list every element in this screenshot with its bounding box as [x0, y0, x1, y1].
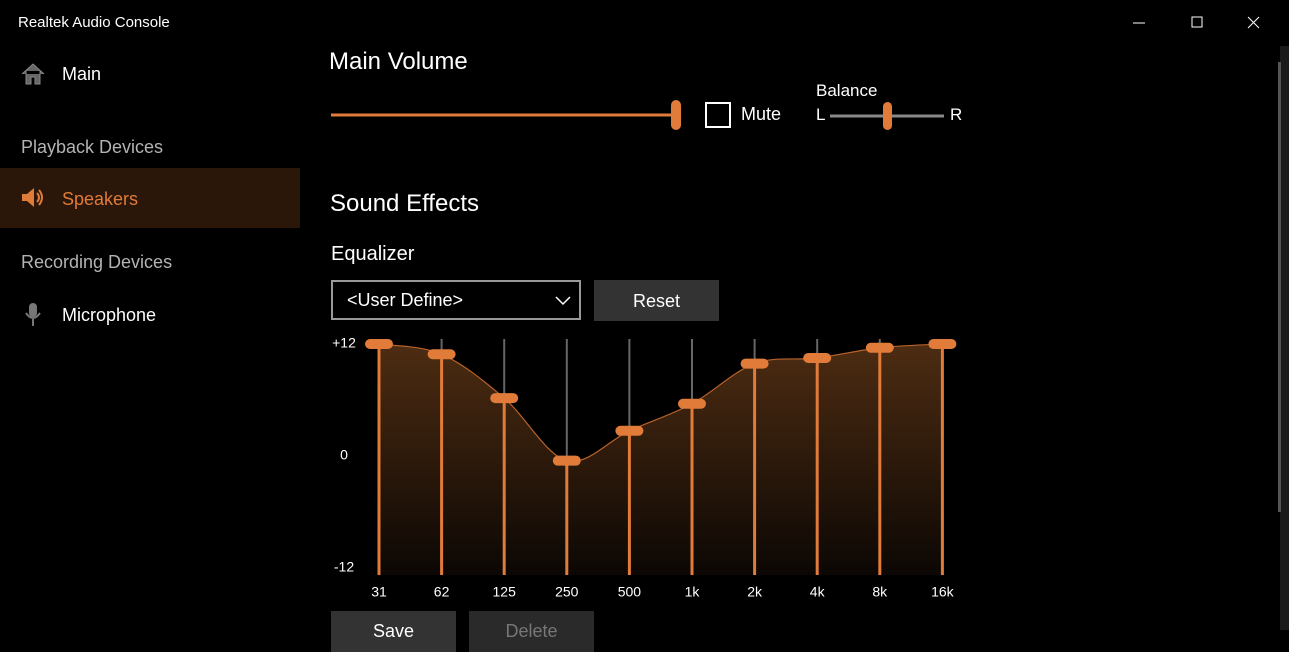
band-thumb[interactable] [427, 349, 456, 360]
volume-slider[interactable] [325, 95, 695, 135]
scrollbar-area [1280, 46, 1289, 630]
band-thumb[interactable] [490, 393, 519, 404]
window-title: Realtek Audio Console [18, 14, 170, 31]
band-label: 31 [371, 584, 387, 600]
mic-icon [25, 303, 41, 326]
band-thumb[interactable] [615, 425, 644, 436]
y-tick-label: -12 [334, 559, 354, 575]
section-title: Main Volume [329, 48, 468, 75]
equalizer-label: Equalizer [331, 243, 415, 265]
delete-button[interactable]: Delete [469, 611, 594, 652]
balance-label: Balance [816, 81, 878, 100]
band-label: 2k [747, 584, 763, 600]
mute-label: Mute [741, 104, 782, 124]
scrollbar[interactable] [1278, 62, 1281, 512]
nav-microphone[interactable]: Microphone [0, 284, 300, 344]
equalizer-chart: +12 0 -12 31 62 125 250 500 1k 2k 4k 8k 16k [332, 335, 957, 600]
band-label: 1k [685, 584, 701, 600]
mute-checkbox[interactable] [705, 102, 731, 128]
section-heading: Playback Devices [21, 137, 164, 157]
band-label: 125 [493, 584, 517, 600]
eq-area [379, 344, 943, 575]
save-button[interactable]: Save [331, 611, 456, 652]
band-label: 500 [618, 584, 642, 600]
section-title: Sound Effects [330, 190, 479, 217]
y-tick-label: +12 [332, 335, 356, 351]
band-thumb[interactable] [740, 358, 769, 369]
band-thumb[interactable] [865, 342, 894, 353]
balance-left: L [816, 105, 826, 124]
balance-right: R [950, 105, 963, 124]
preset-value: <User Define> [347, 290, 464, 310]
eq-curve [378, 343, 943, 462]
preset-dropdown[interactable]: <User Define> [331, 280, 581, 320]
window-controls[interactable] [1120, 0, 1280, 46]
band-thumb[interactable] [678, 398, 706, 409]
balance-slider[interactable] [828, 100, 946, 132]
band-label: 62 [434, 584, 450, 600]
reset-button[interactable]: Reset [594, 280, 719, 321]
band-label: 250 [555, 584, 579, 600]
nav-label: Main [62, 64, 102, 84]
nav-main[interactable]: Main [0, 45, 300, 105]
nav-label: Speakers [62, 189, 139, 209]
band-thumb[interactable] [552, 455, 581, 466]
band-thumb[interactable] [803, 353, 832, 363]
speaker-icon [22, 188, 43, 207]
band-thumb[interactable] [365, 339, 393, 349]
band-label: 8k [872, 584, 888, 600]
dropdown-arrow [555, 296, 571, 306]
band-label: 16k [931, 584, 955, 600]
maximize[interactable] [1191, 16, 1203, 28]
nav-label: Microphone [62, 305, 157, 325]
section-heading: Recording Devices [21, 252, 173, 272]
band-thumb[interactable] [928, 339, 957, 349]
band-label: 4k [810, 584, 826, 600]
close[interactable] [1247, 16, 1260, 29]
y-tick-label: 0 [340, 447, 348, 463]
nav-speakers[interactable]: Speakers [0, 168, 300, 228]
home-icon [21, 63, 45, 85]
